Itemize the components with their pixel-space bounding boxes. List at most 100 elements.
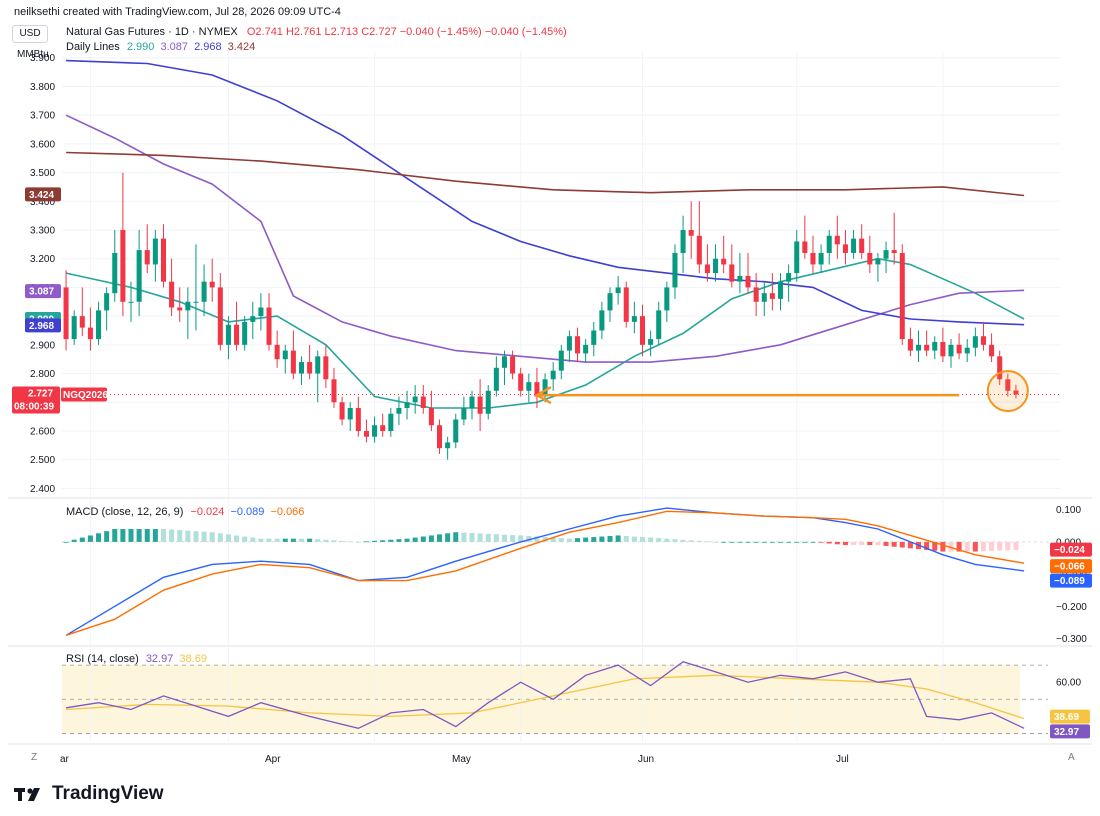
legend-ma-row: Daily Lines 2.990 3.087 2.968 3.424 <box>66 41 255 53</box>
candle-body <box>883 250 889 259</box>
candle-body <box>639 316 645 345</box>
macd-histogram-bar <box>453 532 459 542</box>
candle-body <box>412 396 418 403</box>
macd-tag-bg <box>1050 573 1092 588</box>
macd-histogram-bar <box>290 538 296 542</box>
macd-histogram-bar <box>891 541 897 547</box>
brand-logo[interactable]: TradingView <box>14 783 164 805</box>
candle-body <box>363 430 369 437</box>
time-axis-right-icon[interactable]: A <box>1068 752 1075 763</box>
time-tick-label: Jul <box>836 754 849 765</box>
macd-histogram-bar <box>428 535 434 542</box>
candle-body <box>623 287 629 322</box>
macd-histogram-bar <box>501 534 507 542</box>
candle-body <box>777 281 784 299</box>
candle-body <box>71 316 77 340</box>
macd-histogram-bar <box>201 531 207 542</box>
last-price-value: 2.727 <box>28 389 53 400</box>
macd-tick-label: −0.300 <box>1056 634 1087 645</box>
macd-histogram-bar <box>234 535 240 542</box>
candle-body <box>534 382 540 397</box>
candle-body <box>721 258 727 265</box>
candle-body <box>956 344 962 354</box>
legend-ma-name[interactable]: Daily Lines <box>66 41 120 53</box>
candle-body <box>891 250 897 253</box>
macd-histogram-bar <box>964 541 970 552</box>
macd-histogram-bar <box>298 538 305 542</box>
macd-histogram-bar <box>980 541 986 552</box>
legend-title[interactable]: Natural Gas Futures · 1D · NYMEX <box>66 26 238 38</box>
candle-body <box>404 402 410 408</box>
candle-body <box>258 307 264 317</box>
candle-body <box>558 350 564 371</box>
macd-histogram-bar <box>104 531 110 542</box>
candle-body <box>193 301 199 303</box>
price-tag-bg <box>25 318 61 333</box>
macd-histogram-bar <box>745 541 751 543</box>
macd-label[interactable]: MACD (close, 12, 26, 9) <box>66 506 184 518</box>
legend-ma-200: 3.424 <box>227 41 256 53</box>
candle-body <box>753 287 759 302</box>
candle-body <box>550 370 556 380</box>
macd-histogram-bar <box>753 541 759 543</box>
macd-histogram-bar <box>639 537 645 542</box>
candle-body <box>1005 379 1011 391</box>
rsi-label[interactable]: RSI (14, close) <box>66 653 139 665</box>
legend-ohlc: O2.741 H2.761 L2.713 C2.727 −0.040 (−1.4… <box>246 26 567 38</box>
macd-histogram-bar <box>437 534 443 542</box>
rsi-line <box>65 660 1025 729</box>
candle-body <box>867 252 873 265</box>
macd-histogram-bar <box>623 535 629 542</box>
macd-histogram-bar <box>339 540 345 542</box>
candle-body <box>696 235 702 265</box>
candle-body <box>388 413 394 431</box>
time-tick-label: ar <box>60 754 70 765</box>
macd-tag-text: −0.089 <box>1054 576 1085 587</box>
candle-body <box>932 341 938 351</box>
legend-ma-100: 3.087 <box>160 41 188 53</box>
candle-body <box>420 396 426 408</box>
candle-body <box>672 252 678 288</box>
macd-histogram-bar <box>631 536 637 542</box>
candle-body <box>713 258 719 274</box>
macd-histogram-bar <box>786 541 792 543</box>
candle-body <box>104 293 110 311</box>
macd-histogram-bar <box>169 529 175 542</box>
time-axis-left-icon[interactable]: Z <box>31 752 38 763</box>
candle-body <box>112 252 118 294</box>
macd-histogram-bar <box>656 538 662 542</box>
macd-histogram-bar <box>128 529 134 542</box>
macd-histogram-bar <box>79 537 85 542</box>
macd-histogram-bar <box>136 529 142 542</box>
candle-body <box>372 425 378 437</box>
macd-histogram-bar <box>704 541 710 543</box>
macd-histogram-bar <box>372 540 378 542</box>
candle-body <box>152 238 158 265</box>
candle-body <box>842 244 848 253</box>
candle-body <box>566 336 572 351</box>
candle-body <box>745 275 751 288</box>
macd-histogram-bar <box>948 541 954 552</box>
highlight-circle <box>986 370 1029 413</box>
currency-button[interactable]: USD <box>12 25 48 43</box>
moving-average-line <box>65 114 1025 363</box>
candle-body <box>997 356 1003 380</box>
price-tag-text: 3.424 <box>29 190 54 201</box>
candle-body <box>355 408 361 431</box>
macd-histogram-bar <box>761 541 767 543</box>
candle-body <box>469 396 475 408</box>
candle-body <box>575 336 581 354</box>
macd-histogram-bar <box>258 538 264 542</box>
macd-histogram-bar <box>461 532 467 542</box>
price-tick-label: 2.900 <box>30 340 55 351</box>
candle-body <box>810 252 816 265</box>
candle-body <box>274 344 280 360</box>
legend-title-row: Natural Gas Futures · 1D · NYMEX O2.741 … <box>66 26 567 38</box>
top-credit: neilksethi created with TradingView.com,… <box>14 6 341 18</box>
candle-body <box>664 287 670 311</box>
macd-histogram-bar <box>542 537 548 542</box>
candle-body <box>737 275 743 282</box>
candle-body <box>761 293 767 302</box>
price-tick-label: 2.600 <box>30 426 55 437</box>
